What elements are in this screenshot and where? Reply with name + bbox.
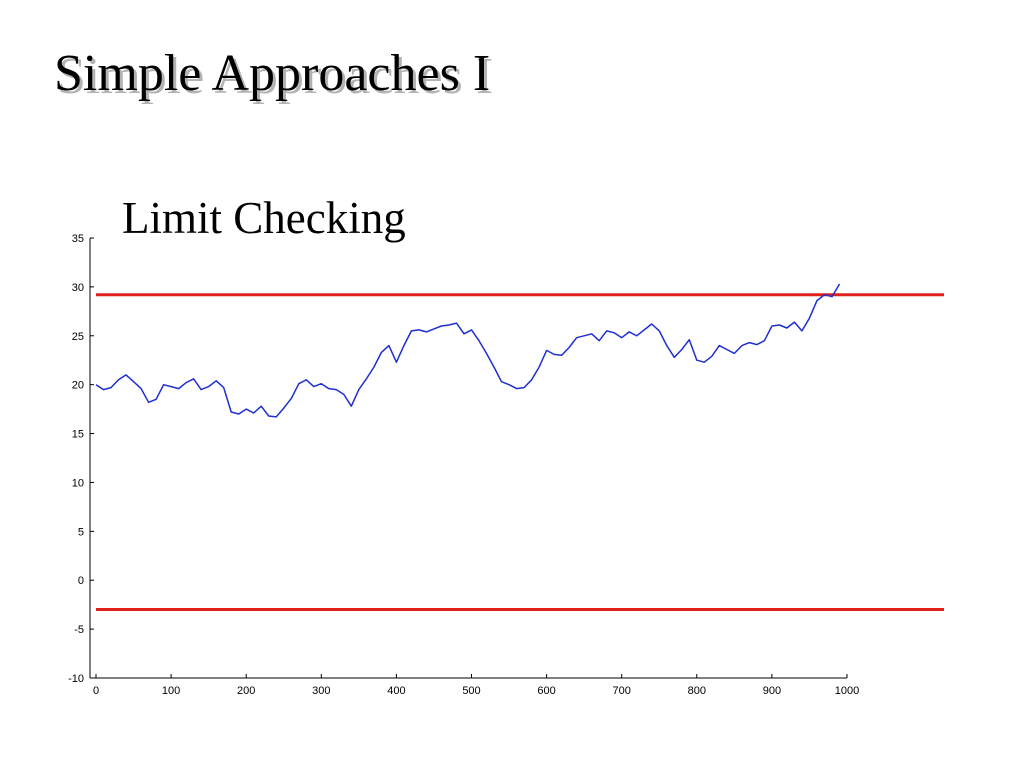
y-tick-label: 10 xyxy=(72,477,84,489)
x-tick-label: 0 xyxy=(93,685,99,697)
y-tick-label: 0 xyxy=(78,575,84,587)
y-tick-label: 25 xyxy=(72,331,84,343)
x-tick-label: 400 xyxy=(387,685,405,697)
y-tick-label: 35 xyxy=(72,233,84,245)
x-tick-label: 1000 xyxy=(835,685,859,697)
x-tick-label: 800 xyxy=(688,685,706,697)
slide-title: Simple Approaches I xyxy=(54,45,491,102)
x-tick-label: 700 xyxy=(613,685,631,697)
y-tick-label: 15 xyxy=(72,429,84,441)
x-tick-label: 900 xyxy=(763,685,781,697)
y-tick-label: -5 xyxy=(74,624,84,636)
y-tick-label: 5 xyxy=(78,526,84,538)
series-line xyxy=(95,283,841,418)
y-tick-label: -10 xyxy=(68,673,84,685)
y-tick-label: 30 xyxy=(72,282,84,294)
x-tick-label: 300 xyxy=(312,685,330,697)
chart-title: Limit Checking xyxy=(122,193,406,243)
y-tick-label: 20 xyxy=(72,380,84,392)
x-tick-label: 600 xyxy=(537,685,555,697)
x-tick-label: 100 xyxy=(162,685,180,697)
x-tick-label: 200 xyxy=(237,685,255,697)
x-tick-label: 500 xyxy=(462,685,480,697)
